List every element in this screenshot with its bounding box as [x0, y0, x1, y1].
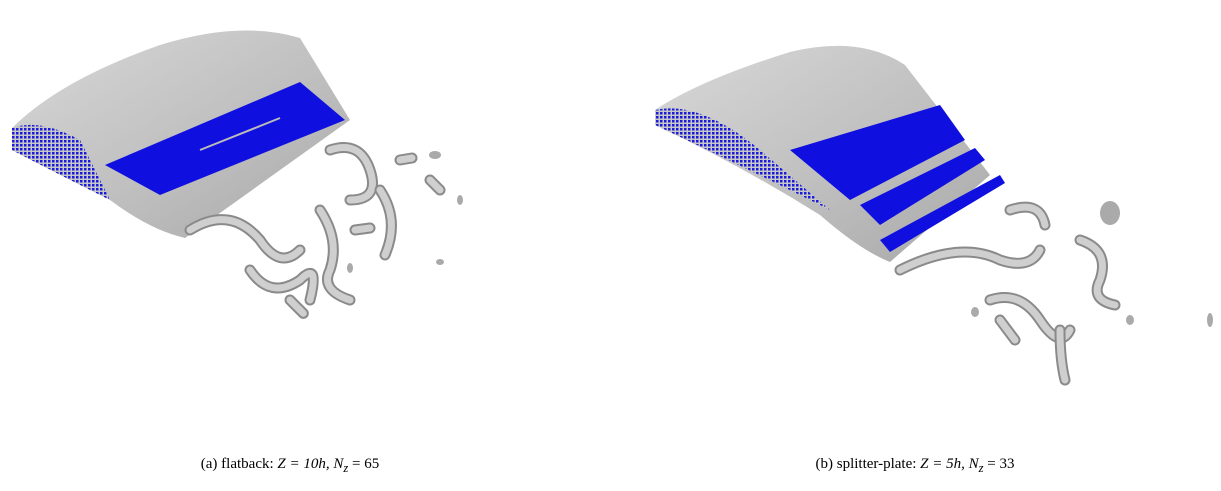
caption-math: Z = 10h, N [277, 456, 343, 472]
panel-a-render [12, 30, 463, 313]
caption-name: splitter-plate: [837, 456, 917, 472]
page: (a) flatback: Z = 10h, Nz = 65 (b) split… [0, 0, 1221, 491]
caption-rest: = 65 [348, 456, 379, 472]
caption-name: flatback: [221, 456, 273, 472]
caption-math: Z = 5h, N [920, 456, 978, 472]
caption-b: (b) splitter-plate: Z = 5h, Nz = 33 [815, 456, 1014, 476]
caption-a: (a) flatback: Z = 10h, Nz = 65 [201, 456, 379, 476]
renderings [0, 0, 1221, 491]
caption-rest: = 33 [984, 456, 1015, 472]
caption-label: (b) [815, 456, 833, 472]
caption-label: (a) [201, 456, 218, 472]
panel-b-render [655, 46, 1213, 380]
